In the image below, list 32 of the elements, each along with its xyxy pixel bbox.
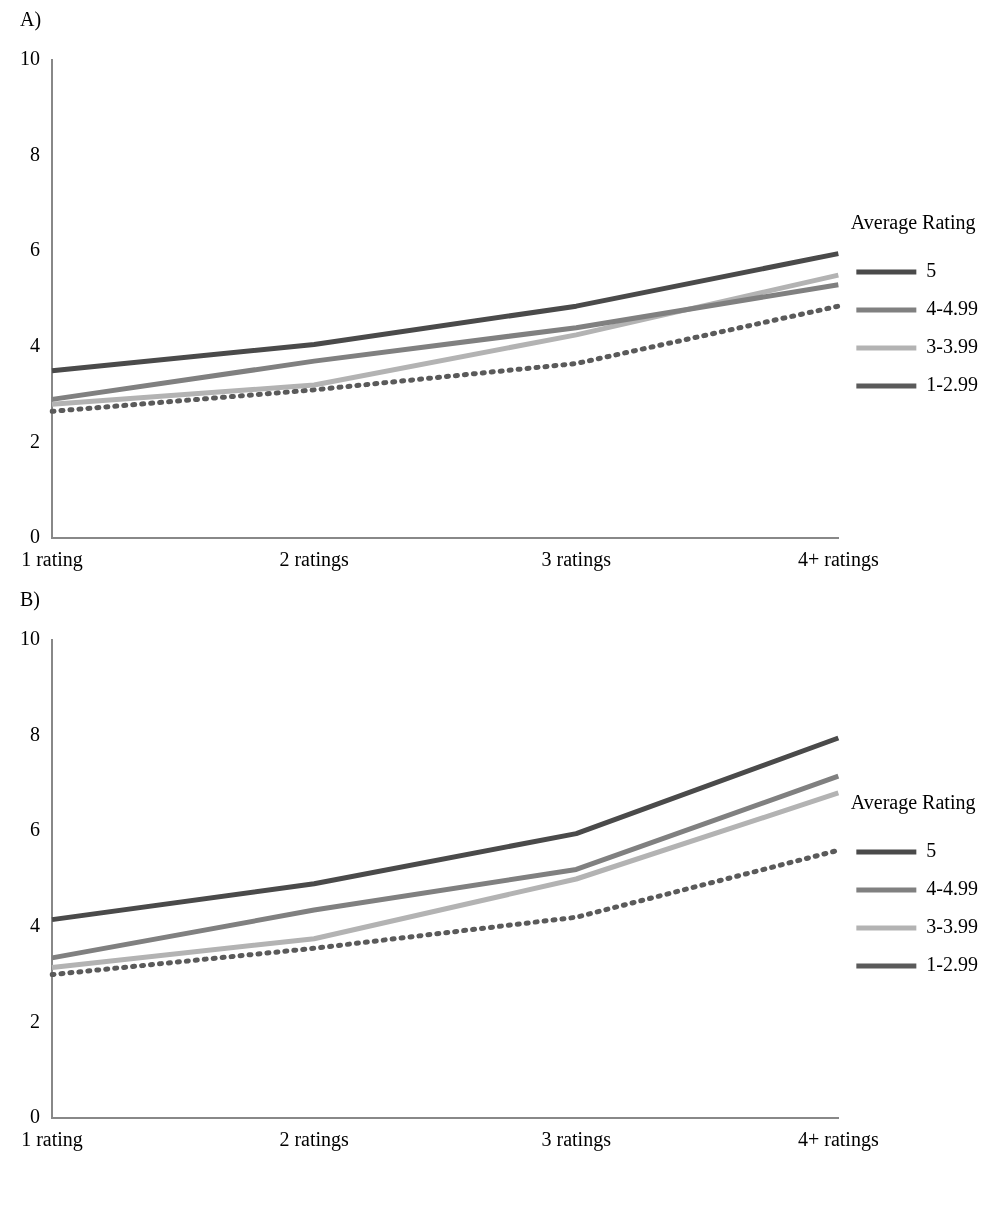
y-tick-label: 4 [30, 914, 40, 937]
legend-title: Average Rating [850, 211, 976, 235]
legend-title: Average Rating [850, 791, 976, 815]
chart-title: B) [20, 588, 41, 613]
y-tick-label: 10 [20, 627, 40, 650]
x-tick-label: 3 ratings [541, 1128, 612, 1152]
y-tick-label: 6 [30, 238, 40, 261]
legend-label: 3-3.99 [926, 335, 979, 358]
x-tick-label: 1 rating [21, 1128, 83, 1152]
y-tick-label: 8 [30, 722, 40, 745]
chart-title: A) [20, 8, 43, 33]
legend-label: 4-4.99 [926, 297, 979, 320]
legend-label: 3-3.99 [926, 915, 979, 938]
legend-label: 4-4.99 [926, 877, 979, 900]
y-tick-label: 2 [30, 1009, 40, 1032]
y-tick-label: 2 [30, 429, 40, 452]
x-tick-label: 2 ratings [279, 548, 350, 572]
y-tick-label: 10 [20, 47, 40, 70]
y-tick-label: 8 [30, 142, 40, 165]
y-tick-label: 0 [30, 525, 40, 548]
x-tick-label: 1 rating [21, 548, 83, 572]
y-tick-label: 6 [30, 818, 40, 841]
legend-label: 1-2.99 [926, 953, 979, 976]
x-tick-label: 3 ratings [541, 548, 612, 572]
legend-label: 5 [926, 839, 937, 862]
y-tick-label: 4 [30, 334, 40, 357]
y-tick-label: 0 [30, 1105, 40, 1128]
x-tick-label: 2 ratings [279, 1128, 350, 1152]
legend-label: 5 [926, 259, 937, 282]
x-tick-label: 4+ ratings [797, 548, 879, 572]
x-tick-label: 4+ ratings [797, 1128, 879, 1152]
legend-label: 1-2.99 [926, 373, 979, 396]
